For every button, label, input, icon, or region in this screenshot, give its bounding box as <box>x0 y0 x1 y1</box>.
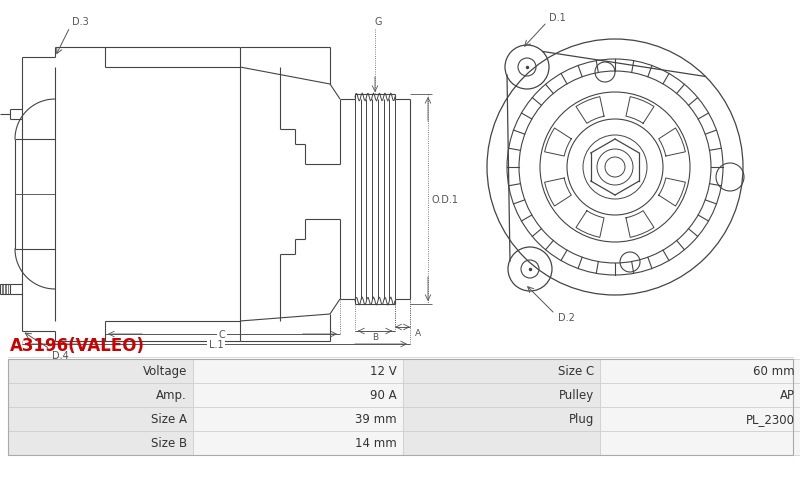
Text: 90 A: 90 A <box>370 389 397 402</box>
Bar <box>8 359 193 383</box>
Text: 39 mm: 39 mm <box>355 413 397 425</box>
Text: C: C <box>218 329 226 339</box>
Bar <box>600 383 800 407</box>
Bar <box>8 383 193 407</box>
Text: 14 mm: 14 mm <box>355 437 397 450</box>
Bar <box>600 359 800 383</box>
Bar <box>403 383 600 407</box>
Bar <box>193 383 403 407</box>
Bar <box>403 407 600 431</box>
Bar <box>8 407 193 431</box>
Text: D.1: D.1 <box>549 13 566 23</box>
Bar <box>8 431 193 455</box>
Bar <box>403 359 600 383</box>
Bar <box>8 359 793 455</box>
Text: A3196(VALEO): A3196(VALEO) <box>10 336 145 354</box>
Text: Size B: Size B <box>151 437 187 450</box>
Text: G: G <box>374 17 382 27</box>
Text: D.3: D.3 <box>72 17 89 27</box>
Text: 12 V: 12 V <box>370 365 397 378</box>
Text: PL_2300: PL_2300 <box>746 413 795 425</box>
Text: 60 mm: 60 mm <box>754 365 795 378</box>
Bar <box>193 407 403 431</box>
Text: D.2: D.2 <box>558 312 575 322</box>
Text: B: B <box>372 333 378 342</box>
Text: Amp.: Amp. <box>156 389 187 402</box>
Bar <box>600 431 800 455</box>
Text: D.4: D.4 <box>52 350 69 360</box>
Text: O.D.1: O.D.1 <box>432 195 459 205</box>
Bar <box>193 359 403 383</box>
Text: L.1: L.1 <box>209 339 223 349</box>
Text: Size C: Size C <box>558 365 594 378</box>
Text: Pulley: Pulley <box>558 389 594 402</box>
Bar <box>193 431 403 455</box>
Text: AP: AP <box>780 389 795 402</box>
Text: Voltage: Voltage <box>142 365 187 378</box>
Text: A: A <box>415 329 421 338</box>
Bar <box>403 431 600 455</box>
Text: Plug: Plug <box>569 413 594 425</box>
Bar <box>600 407 800 431</box>
Text: Size A: Size A <box>151 413 187 425</box>
